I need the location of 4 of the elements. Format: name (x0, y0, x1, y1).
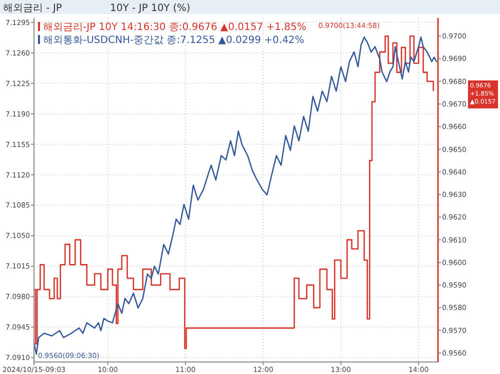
chart-title: 해외금리 - JP (3, 3, 62, 14)
legend-label: 해외금리-JP 10Y 14:16:30 종:0.9676 ▲0.0157 +1.85% (43, 22, 306, 33)
legend-label: 해외통화-USDCNH-중간값 종:7.1255 ▲0.0299 +0.42% (43, 35, 304, 46)
chart-subtitle: 10Y - JP 10Y (%) (110, 3, 190, 14)
